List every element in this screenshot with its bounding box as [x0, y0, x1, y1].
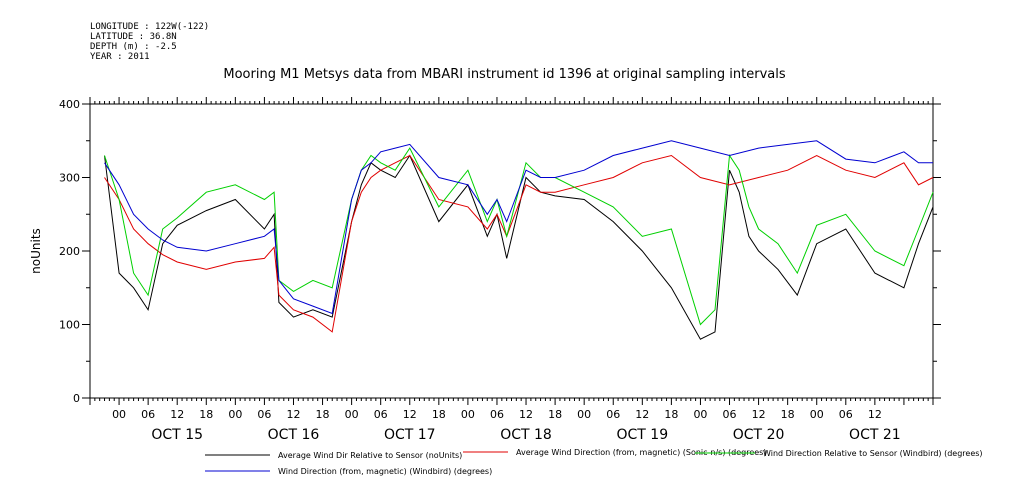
x-day-label: OCT 15 [151, 427, 203, 443]
x-tick-label: 12 [170, 408, 184, 421]
y-tick-label: 100 [59, 319, 80, 332]
x-tick-label: 06 [606, 408, 620, 421]
x-tick-label: 00 [112, 408, 126, 421]
x-tick-label: 18 [316, 408, 330, 421]
series-line-4 [104, 140, 933, 315]
x-tick-label: 12 [403, 408, 417, 421]
x-tick-label: 18 [664, 408, 678, 421]
x-tick-label: 12 [752, 408, 766, 421]
header-depth: DEPTH (m) : -2.5 [90, 42, 177, 52]
legend-label-3: Wind Direction Relative to Sensor (Windb… [763, 449, 983, 458]
x-day-label: OCT 20 [733, 427, 785, 443]
x-tick-label: 12 [519, 408, 533, 421]
x-tick-label: 12 [635, 408, 649, 421]
x-tick-label: 06 [141, 408, 155, 421]
series-line-1 [104, 154, 934, 340]
x-tick-label: 06 [839, 408, 853, 421]
y-tick-label: 400 [59, 98, 80, 111]
x-tick-label: 06 [374, 408, 388, 421]
x-tick-label: 00 [810, 408, 824, 421]
x-tick-label: 18 [548, 408, 562, 421]
series-line-2 [104, 154, 934, 333]
header-longitude: LONGITUDE : 122W(-122) [90, 22, 210, 32]
header-latitude: LATITUDE : 36.8N [90, 32, 177, 42]
x-tick-label: 00 [693, 408, 707, 421]
x-day-label: OCT 21 [849, 427, 901, 443]
x-tick-label: 12 [868, 408, 882, 421]
x-tick-label: 00 [461, 408, 475, 421]
x-tick-label: 06 [490, 408, 504, 421]
x-tick-label: 00 [577, 408, 591, 421]
chart-title: Mooring M1 Metsys data from MBARI instru… [223, 67, 786, 82]
x-day-label: OCT 17 [384, 427, 436, 443]
y-tick-label: 300 [59, 172, 80, 185]
x-tick-label: 18 [781, 408, 795, 421]
series-line-3 [104, 147, 934, 326]
x-day-label: OCT 16 [268, 427, 320, 443]
x-day-label: OCT 19 [616, 427, 668, 443]
x-tick-label: 12 [286, 408, 300, 421]
x-tick-label: 06 [723, 408, 737, 421]
y-axis-label: noUnits [29, 228, 43, 274]
x-day-label: OCT 18 [500, 427, 552, 443]
x-tick-label: 06 [257, 408, 271, 421]
x-tick-label: 18 [199, 408, 213, 421]
x-tick-label: 00 [228, 408, 242, 421]
y-tick-label: 0 [73, 392, 80, 405]
y-tick-label: 200 [59, 245, 80, 258]
legend-label-1: Average Wind Dir Relative to Sensor (noU… [278, 451, 462, 460]
header-year: YEAR : 2011 [90, 52, 150, 62]
legend-label-2: Average Wind Direction (from, magnetic) … [516, 448, 766, 457]
x-tick-label: 00 [345, 408, 359, 421]
legend-label-4: Wind Direction (from, magnetic) (Windbir… [278, 467, 492, 476]
x-tick-label: 18 [432, 408, 446, 421]
